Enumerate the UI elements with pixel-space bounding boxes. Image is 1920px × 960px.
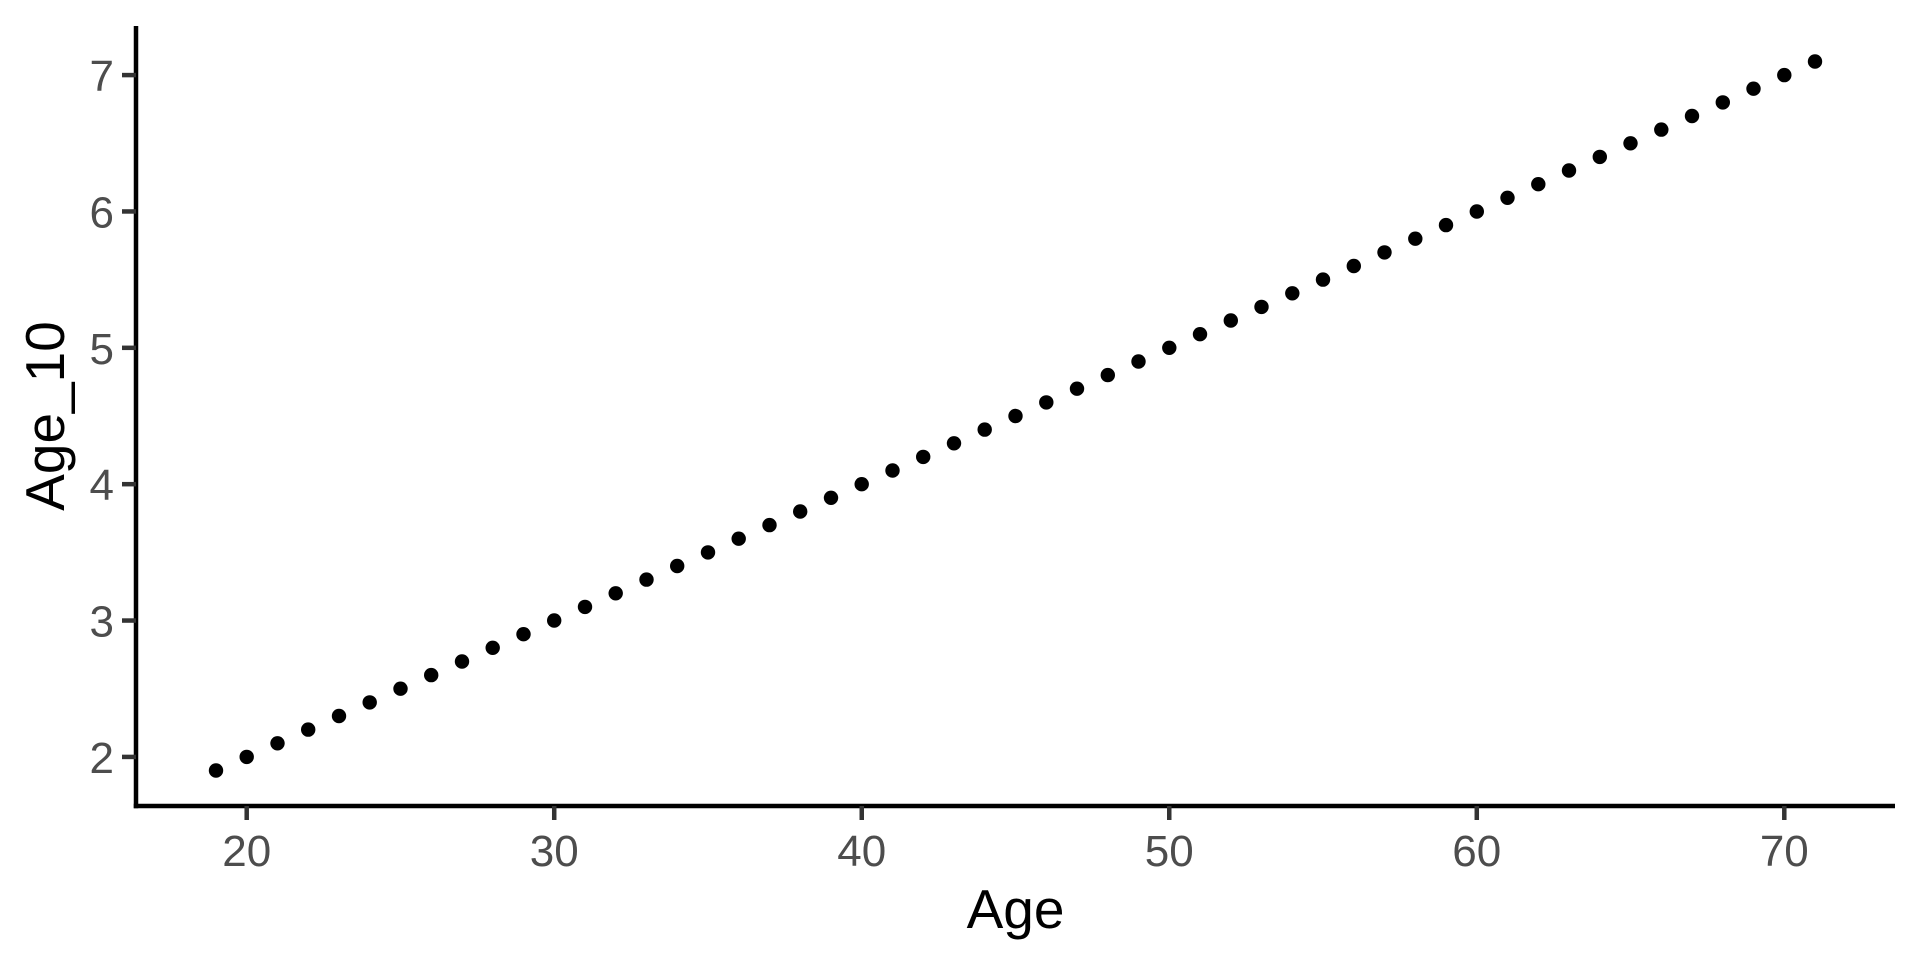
- y-tick-label: 5: [90, 325, 114, 374]
- x-tick-label: 70: [1760, 827, 1809, 876]
- data-point: [639, 572, 654, 587]
- data-point: [1223, 313, 1239, 328]
- y-tick-label: 2: [90, 734, 114, 783]
- axes-layer: [122, 26, 1895, 820]
- data-point: [1192, 327, 1208, 342]
- data-point: [762, 517, 777, 533]
- data-point: [823, 490, 839, 505]
- data-point: [1777, 67, 1792, 83]
- data-point: [1561, 163, 1577, 178]
- data-point: [1746, 81, 1761, 96]
- data-point: [1008, 408, 1023, 424]
- points-layer: [208, 54, 1823, 778]
- tick-labels-layer: 20 30 40 50 60 70 2 3 4 5 6 7: [90, 52, 1809, 876]
- data-point: [731, 531, 746, 546]
- y-tick-label: 7: [90, 52, 114, 101]
- data-point: [1315, 272, 1331, 287]
- data-point: [1500, 190, 1515, 205]
- data-point: [670, 558, 685, 574]
- data-point: [1807, 54, 1823, 69]
- data-point: [793, 504, 808, 519]
- x-tick-label: 60: [1452, 827, 1501, 876]
- data-point: [1377, 245, 1392, 260]
- data-point: [454, 654, 470, 669]
- data-point: [485, 640, 500, 655]
- x-tick-label: 20: [222, 827, 271, 876]
- data-point: [700, 545, 716, 560]
- data-point: [208, 763, 224, 778]
- data-point: [547, 613, 562, 628]
- data-point: [1069, 381, 1085, 396]
- data-point: [1592, 149, 1608, 165]
- data-point: [331, 708, 347, 724]
- data-point: [424, 667, 439, 683]
- data-point: [1438, 217, 1454, 233]
- data-point: [1469, 204, 1485, 219]
- x-tick-label: 40: [837, 827, 886, 876]
- data-point: [239, 749, 254, 765]
- data-point: [393, 681, 408, 696]
- data-point: [1531, 177, 1546, 192]
- y-axis-title: Age_10: [14, 321, 76, 511]
- x-axis-title: Age: [967, 878, 1065, 940]
- x-tick-label: 50: [1145, 827, 1194, 876]
- data-point: [1285, 286, 1300, 301]
- data-point: [1684, 108, 1700, 124]
- data-point: [1408, 231, 1423, 246]
- data-point: [854, 477, 869, 492]
- y-tick-label: 3: [90, 598, 114, 647]
- x-tick-label: 30: [530, 827, 579, 876]
- data-point: [577, 599, 593, 615]
- data-point: [270, 736, 285, 751]
- data-point: [301, 722, 316, 737]
- data-point: [1254, 299, 1269, 315]
- data-point: [608, 586, 623, 601]
- data-point: [1715, 95, 1731, 110]
- data-point: [1623, 136, 1638, 151]
- data-point: [1654, 122, 1669, 137]
- data-point: [362, 695, 377, 710]
- data-point: [916, 449, 931, 465]
- data-point: [885, 463, 900, 478]
- data-point: [516, 627, 531, 642]
- data-point: [1131, 354, 1146, 369]
- data-point: [977, 422, 992, 437]
- y-tick-label: 4: [90, 461, 114, 510]
- data-point: [1100, 367, 1116, 383]
- data-point: [1162, 340, 1177, 355]
- data-point: [946, 436, 962, 451]
- data-point: [1039, 395, 1054, 410]
- data-point: [1346, 258, 1362, 274]
- y-tick-label: 6: [90, 188, 114, 237]
